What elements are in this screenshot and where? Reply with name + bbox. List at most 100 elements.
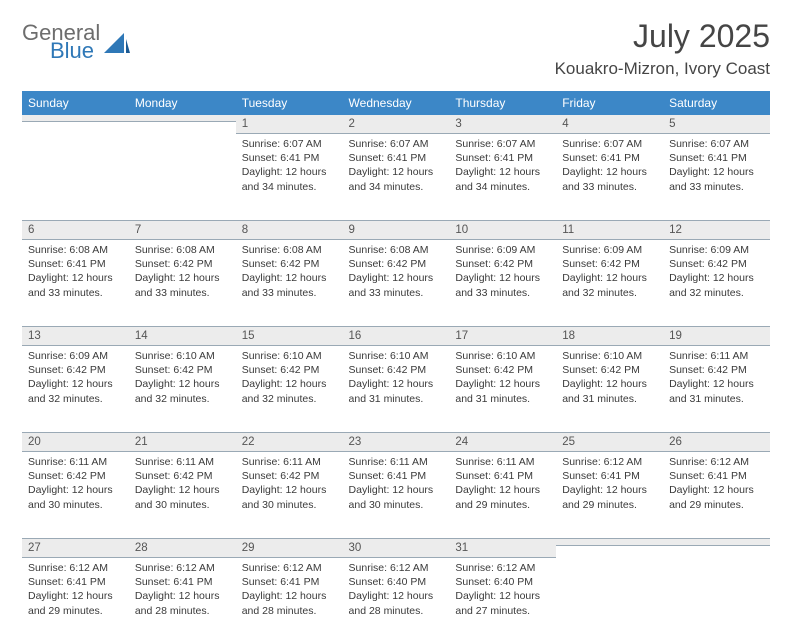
day-cell-info: Sunrise: 6:07 AMSunset: 6:41 PMDaylight:… <box>343 134 450 220</box>
day-cell-number: 8 <box>236 220 343 240</box>
day-cell-info: Sunrise: 6:10 AMSunset: 6:42 PMDaylight:… <box>343 346 450 432</box>
day-cell-number <box>663 538 770 558</box>
day-number: 8 <box>236 220 343 240</box>
day-number: 18 <box>556 326 663 346</box>
day-cell-info: Sunrise: 6:12 AMSunset: 6:41 PMDaylight:… <box>556 452 663 538</box>
day-cell-number: 22 <box>236 432 343 452</box>
day-number: 19 <box>663 326 770 346</box>
day-info: Sunrise: 6:10 AMSunset: 6:42 PMDaylight:… <box>236 346 343 412</box>
day-cell-number: 23 <box>343 432 450 452</box>
day-number: 22 <box>236 432 343 452</box>
day-number <box>129 115 236 122</box>
day-number <box>663 538 770 546</box>
day-header: Tuesday <box>236 91 343 115</box>
day-info <box>129 134 236 143</box>
day-cell-info <box>556 558 663 644</box>
day-number: 2 <box>343 115 450 134</box>
day-info <box>22 134 129 143</box>
day-info: Sunrise: 6:10 AMSunset: 6:42 PMDaylight:… <box>449 346 556 412</box>
day-cell-info: Sunrise: 6:09 AMSunset: 6:42 PMDaylight:… <box>449 240 556 326</box>
day-header: Friday <box>556 91 663 115</box>
week-info-row: Sunrise: 6:08 AMSunset: 6:41 PMDaylight:… <box>22 240 770 326</box>
day-number: 26 <box>663 432 770 452</box>
day-cell-info: Sunrise: 6:08 AMSunset: 6:41 PMDaylight:… <box>22 240 129 326</box>
day-number: 4 <box>556 115 663 134</box>
day-cell-info: Sunrise: 6:12 AMSunset: 6:40 PMDaylight:… <box>343 558 450 644</box>
day-cell-info: Sunrise: 6:09 AMSunset: 6:42 PMDaylight:… <box>556 240 663 326</box>
day-cell-number: 12 <box>663 220 770 240</box>
logo: General Blue <box>22 22 130 62</box>
day-info: Sunrise: 6:07 AMSunset: 6:41 PMDaylight:… <box>236 134 343 200</box>
day-number: 23 <box>343 432 450 452</box>
day-info: Sunrise: 6:09 AMSunset: 6:42 PMDaylight:… <box>663 240 770 306</box>
week-info-row: Sunrise: 6:07 AMSunset: 6:41 PMDaylight:… <box>22 134 770 220</box>
week-info-row: Sunrise: 6:12 AMSunset: 6:41 PMDaylight:… <box>22 558 770 644</box>
week-daynum-row: 2728293031 <box>22 538 770 558</box>
day-cell-number: 29 <box>236 538 343 558</box>
day-info: Sunrise: 6:11 AMSunset: 6:41 PMDaylight:… <box>343 452 450 518</box>
day-number: 16 <box>343 326 450 346</box>
day-cell-info: Sunrise: 6:12 AMSunset: 6:41 PMDaylight:… <box>129 558 236 644</box>
week-daynum-row: 20212223242526 <box>22 432 770 452</box>
day-cell-info <box>129 134 236 220</box>
day-cell-info: Sunrise: 6:11 AMSunset: 6:41 PMDaylight:… <box>343 452 450 538</box>
day-info: Sunrise: 6:07 AMSunset: 6:41 PMDaylight:… <box>663 134 770 200</box>
day-cell-number <box>22 115 129 134</box>
day-number: 14 <box>129 326 236 346</box>
day-info: Sunrise: 6:07 AMSunset: 6:41 PMDaylight:… <box>449 134 556 200</box>
day-header: Thursday <box>449 91 556 115</box>
week-info-row: Sunrise: 6:11 AMSunset: 6:42 PMDaylight:… <box>22 452 770 538</box>
day-cell-info: Sunrise: 6:11 AMSunset: 6:42 PMDaylight:… <box>22 452 129 538</box>
day-cell-info <box>663 558 770 644</box>
day-info: Sunrise: 6:11 AMSunset: 6:42 PMDaylight:… <box>236 452 343 518</box>
day-cell-number: 11 <box>556 220 663 240</box>
day-cell-number: 5 <box>663 115 770 134</box>
day-info: Sunrise: 6:08 AMSunset: 6:42 PMDaylight:… <box>129 240 236 306</box>
day-cell-number: 1 <box>236 115 343 134</box>
day-info: Sunrise: 6:11 AMSunset: 6:41 PMDaylight:… <box>449 452 556 518</box>
day-cell-info: Sunrise: 6:11 AMSunset: 6:42 PMDaylight:… <box>236 452 343 538</box>
day-cell-number: 25 <box>556 432 663 452</box>
day-info: Sunrise: 6:08 AMSunset: 6:42 PMDaylight:… <box>343 240 450 306</box>
day-header: Monday <box>129 91 236 115</box>
day-cell-info: Sunrise: 6:12 AMSunset: 6:41 PMDaylight:… <box>22 558 129 644</box>
day-cell-info: Sunrise: 6:08 AMSunset: 6:42 PMDaylight:… <box>236 240 343 326</box>
day-info <box>556 558 663 567</box>
day-number: 28 <box>129 538 236 558</box>
day-cell-number: 30 <box>343 538 450 558</box>
day-number: 31 <box>449 538 556 558</box>
day-cell-info: Sunrise: 6:08 AMSunset: 6:42 PMDaylight:… <box>343 240 450 326</box>
day-info: Sunrise: 6:12 AMSunset: 6:40 PMDaylight:… <box>343 558 450 624</box>
day-header: Wednesday <box>343 91 450 115</box>
logo-sail-icon <box>104 33 130 57</box>
day-number: 3 <box>449 115 556 134</box>
day-cell-info: Sunrise: 6:11 AMSunset: 6:41 PMDaylight:… <box>449 452 556 538</box>
week-daynum-row: 6789101112 <box>22 220 770 240</box>
day-cell-info: Sunrise: 6:08 AMSunset: 6:42 PMDaylight:… <box>129 240 236 326</box>
month-title: July 2025 <box>555 18 770 55</box>
day-number: 24 <box>449 432 556 452</box>
day-info: Sunrise: 6:12 AMSunset: 6:41 PMDaylight:… <box>129 558 236 624</box>
day-info: Sunrise: 6:11 AMSunset: 6:42 PMDaylight:… <box>663 346 770 412</box>
day-cell-number: 3 <box>449 115 556 134</box>
day-number: 12 <box>663 220 770 240</box>
week-daynum-row: 13141516171819 <box>22 326 770 346</box>
calendar-table: SundayMondayTuesdayWednesdayThursdayFrid… <box>22 91 770 644</box>
day-header-row: SundayMondayTuesdayWednesdayThursdayFrid… <box>22 91 770 115</box>
day-cell-number <box>129 115 236 134</box>
day-number: 9 <box>343 220 450 240</box>
day-number: 6 <box>22 220 129 240</box>
day-number: 5 <box>663 115 770 134</box>
day-cell-number: 19 <box>663 326 770 346</box>
day-cell-number: 10 <box>449 220 556 240</box>
day-info: Sunrise: 6:07 AMSunset: 6:41 PMDaylight:… <box>556 134 663 200</box>
day-info: Sunrise: 6:09 AMSunset: 6:42 PMDaylight:… <box>22 346 129 412</box>
day-cell-number: 2 <box>343 115 450 134</box>
day-cell-info: Sunrise: 6:12 AMSunset: 6:41 PMDaylight:… <box>663 452 770 538</box>
day-number: 11 <box>556 220 663 240</box>
day-number: 13 <box>22 326 129 346</box>
day-cell-number: 21 <box>129 432 236 452</box>
location: Kouakro-Mizron, Ivory Coast <box>555 59 770 79</box>
day-number: 10 <box>449 220 556 240</box>
day-number <box>22 115 129 122</box>
